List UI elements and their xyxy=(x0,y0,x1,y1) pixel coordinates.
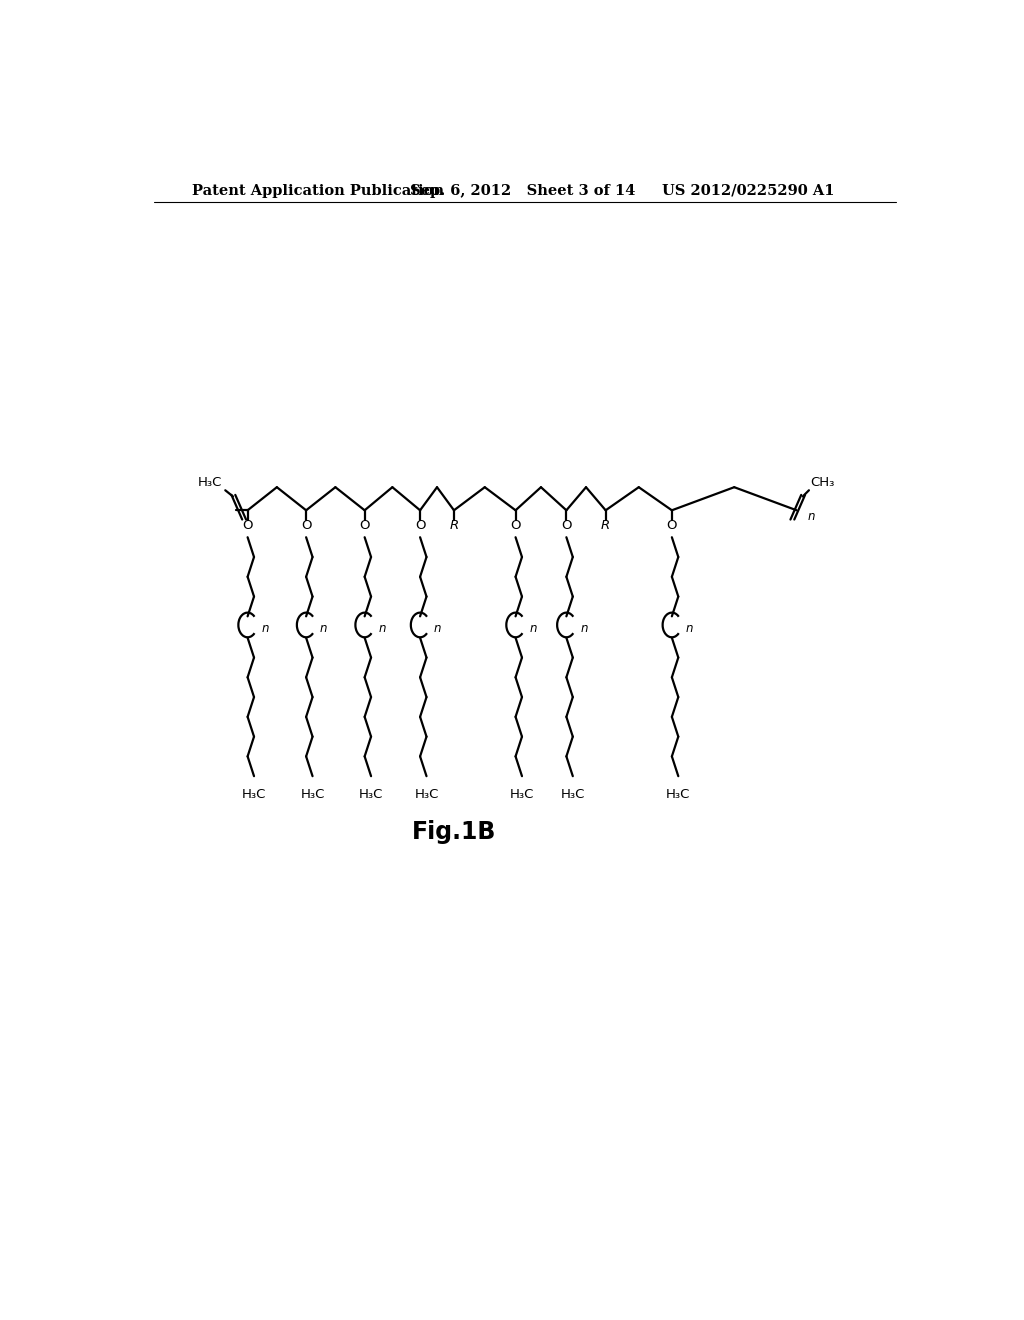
Text: Sep. 6, 2012   Sheet 3 of 14: Sep. 6, 2012 Sheet 3 of 14 xyxy=(410,183,636,198)
Text: Patent Application Publication: Patent Application Publication xyxy=(193,183,444,198)
Text: H₃C: H₃C xyxy=(242,788,266,801)
Text: n: n xyxy=(379,622,386,635)
Text: H₃C: H₃C xyxy=(510,788,535,801)
Text: O: O xyxy=(561,519,571,532)
Text: Fig.1B: Fig.1B xyxy=(412,820,497,845)
Text: O: O xyxy=(415,519,425,532)
Text: H₃C: H₃C xyxy=(358,788,383,801)
Text: O: O xyxy=(359,519,370,532)
Text: O: O xyxy=(301,519,311,532)
Text: O: O xyxy=(243,519,253,532)
Text: H₃C: H₃C xyxy=(666,788,690,801)
Text: R: R xyxy=(450,519,459,532)
Text: H₃C: H₃C xyxy=(198,475,222,488)
Text: R: R xyxy=(601,519,610,532)
Text: H₃C: H₃C xyxy=(415,788,438,801)
Text: H₃C: H₃C xyxy=(560,788,585,801)
Text: n: n xyxy=(686,622,693,635)
Text: n: n xyxy=(261,622,269,635)
Text: n: n xyxy=(319,622,328,635)
Text: n: n xyxy=(529,622,537,635)
Text: O: O xyxy=(510,519,521,532)
Text: CH₃: CH₃ xyxy=(810,475,835,488)
Text: n: n xyxy=(581,622,588,635)
Text: H₃C: H₃C xyxy=(300,788,325,801)
Text: n: n xyxy=(434,622,441,635)
Text: O: O xyxy=(667,519,677,532)
Text: US 2012/0225290 A1: US 2012/0225290 A1 xyxy=(662,183,835,198)
Text: n: n xyxy=(807,510,815,523)
